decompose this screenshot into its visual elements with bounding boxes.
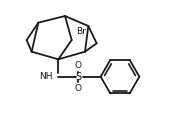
Text: O: O [75, 61, 82, 70]
Text: O: O [75, 84, 82, 93]
Text: NH: NH [39, 72, 53, 81]
Text: S: S [75, 72, 81, 82]
Text: Br: Br [76, 27, 86, 36]
